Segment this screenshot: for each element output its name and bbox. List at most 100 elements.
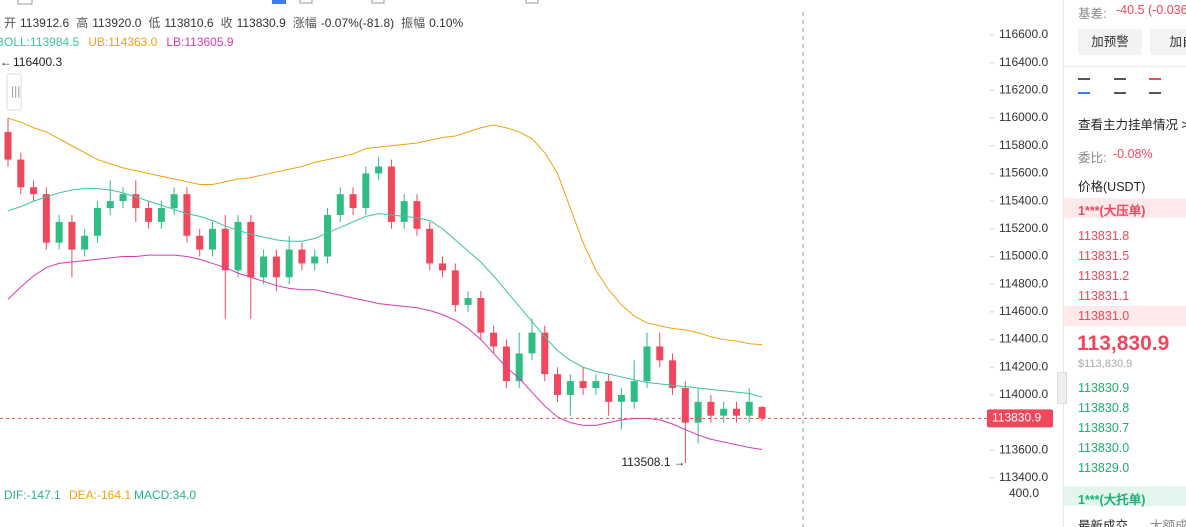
y-tick-label: 116200.0 [999, 83, 1048, 97]
candle-body [528, 332, 536, 354]
candle-body [400, 201, 408, 222]
header-value: 113810.6 [164, 16, 213, 30]
big-ask-row [1064, 198, 1186, 218]
y-tick-label: 116000.0 [999, 110, 1048, 124]
header-value: -0.07%(-81.8) [321, 16, 394, 30]
candle-body [336, 194, 344, 215]
candle-body [669, 360, 677, 389]
macd-value: MACD:34.0 [134, 488, 196, 502]
watch-button[interactable]: 加自 [1150, 29, 1186, 55]
y-tick-label: 116600.0 [999, 27, 1048, 41]
resize-handle[interactable] [1057, 372, 1067, 404]
candle-body [681, 388, 689, 423]
candle-body [477, 298, 485, 333]
toolbar-icon[interactable] [371, 0, 385, 4]
handle-grip: ||| [11, 84, 20, 98]
header-value: 113830.9 [237, 16, 286, 30]
trades-tab[interactable]: 最新成交 [1078, 519, 1129, 527]
candle-body [157, 208, 165, 222]
candle-body [464, 298, 472, 305]
toolbar [17, 0, 539, 5]
bollinger-line [7, 188, 763, 398]
candle-body [81, 235, 89, 250]
header-value: 113912.6 [20, 16, 69, 30]
ask-price: 113831.2 [1078, 269, 1130, 283]
y-tick-label: 115600.0 [999, 166, 1048, 180]
macd-tick: 400.0 [1009, 486, 1039, 500]
candle-body [106, 201, 114, 209]
candle-body [170, 194, 178, 209]
candle-body [426, 228, 434, 264]
candle-body [387, 166, 395, 222]
header-label: 高 [76, 15, 88, 30]
ratio-value: -0.08% [1113, 147, 1153, 161]
toolbar-icon[interactable] [17, 0, 33, 5]
candle-body [502, 346, 510, 382]
candle-body [694, 401, 702, 423]
candle-body [758, 407, 766, 419]
ratio-label: 委比: [1078, 151, 1107, 165]
legend-entry: LB:113605.9 [166, 35, 233, 49]
side-handle[interactable] [6, 73, 22, 111]
header-value: 113920.0 [92, 16, 141, 30]
candle-body [311, 256, 319, 264]
bid-price: 113830.9 [1078, 381, 1130, 395]
candle-body [30, 187, 38, 195]
last-price: 113,830.9 [1077, 332, 1170, 355]
view-icon[interactable] [1114, 78, 1126, 94]
bollinger-line [7, 117, 763, 346]
candle-body [541, 332, 549, 375]
y-tick-label: 115000.0 [999, 249, 1048, 263]
header-label: 开 [4, 16, 16, 30]
candle-body [17, 159, 25, 188]
candle-body [745, 401, 753, 416]
view-icon[interactable] [1078, 78, 1090, 94]
chart: ||| 开 113912.6 高 113920.0 低 113810.6 收 113830.9… [0, 0, 1053, 527]
candle-body [515, 353, 523, 382]
divider [1064, 66, 1186, 67]
macd-dea: DEA:-164.1 [69, 488, 131, 502]
candle-body [554, 374, 562, 395]
y-tick-label: 115400.0 [999, 193, 1048, 207]
last-price-label: 113830.9 [992, 411, 1041, 425]
last-price-tag [987, 409, 1053, 428]
header-label: 低 [148, 16, 160, 30]
candle-body [183, 194, 191, 236]
y-tick-label: 113600.0 [999, 442, 1048, 456]
candle-body [260, 256, 268, 278]
y-tick-label: 115200.0 [999, 221, 1048, 235]
candle-body [439, 263, 447, 271]
candle-body [42, 194, 50, 243]
bid-price: 113829.0 [1078, 461, 1130, 475]
candle-body [656, 346, 664, 361]
candle-body [349, 194, 357, 209]
toolbar-icon[interactable] [272, 0, 286, 4]
large-trades-tab[interactable]: 大额成 [1150, 519, 1186, 527]
candle-body [707, 401, 715, 416]
candle-body [490, 332, 498, 347]
candle-body [720, 408, 728, 416]
view-icon[interactable] [1149, 78, 1161, 94]
high-arrow: ← [0, 55, 12, 69]
alert-button[interactable]: 加预警 [1078, 29, 1142, 55]
candle-body [93, 208, 101, 236]
candle-body [413, 201, 421, 229]
candle-body [68, 221, 76, 250]
toolbar-icon[interactable] [299, 0, 313, 4]
candle-body [566, 381, 574, 395]
candle-body [617, 394, 625, 402]
orderbook-link[interactable]: 查看主力挂单情况 > [1078, 118, 1186, 132]
legend-entry: BOLL:113984.5 [0, 35, 80, 49]
header-label: 振幅 [401, 15, 425, 30]
bid-price: 113830.8 [1078, 401, 1130, 415]
ask-price: 113831.8 [1078, 229, 1130, 243]
y-tick-label: 113400.0 [999, 470, 1048, 484]
y-tick-label: 115800.0 [999, 138, 1048, 152]
candle-body [451, 270, 459, 305]
header-label: 收 [221, 16, 233, 30]
candle-body [196, 235, 204, 250]
y-tick-label: 116400.0 [999, 55, 1048, 69]
toolbar-icon[interactable] [525, 0, 539, 4]
